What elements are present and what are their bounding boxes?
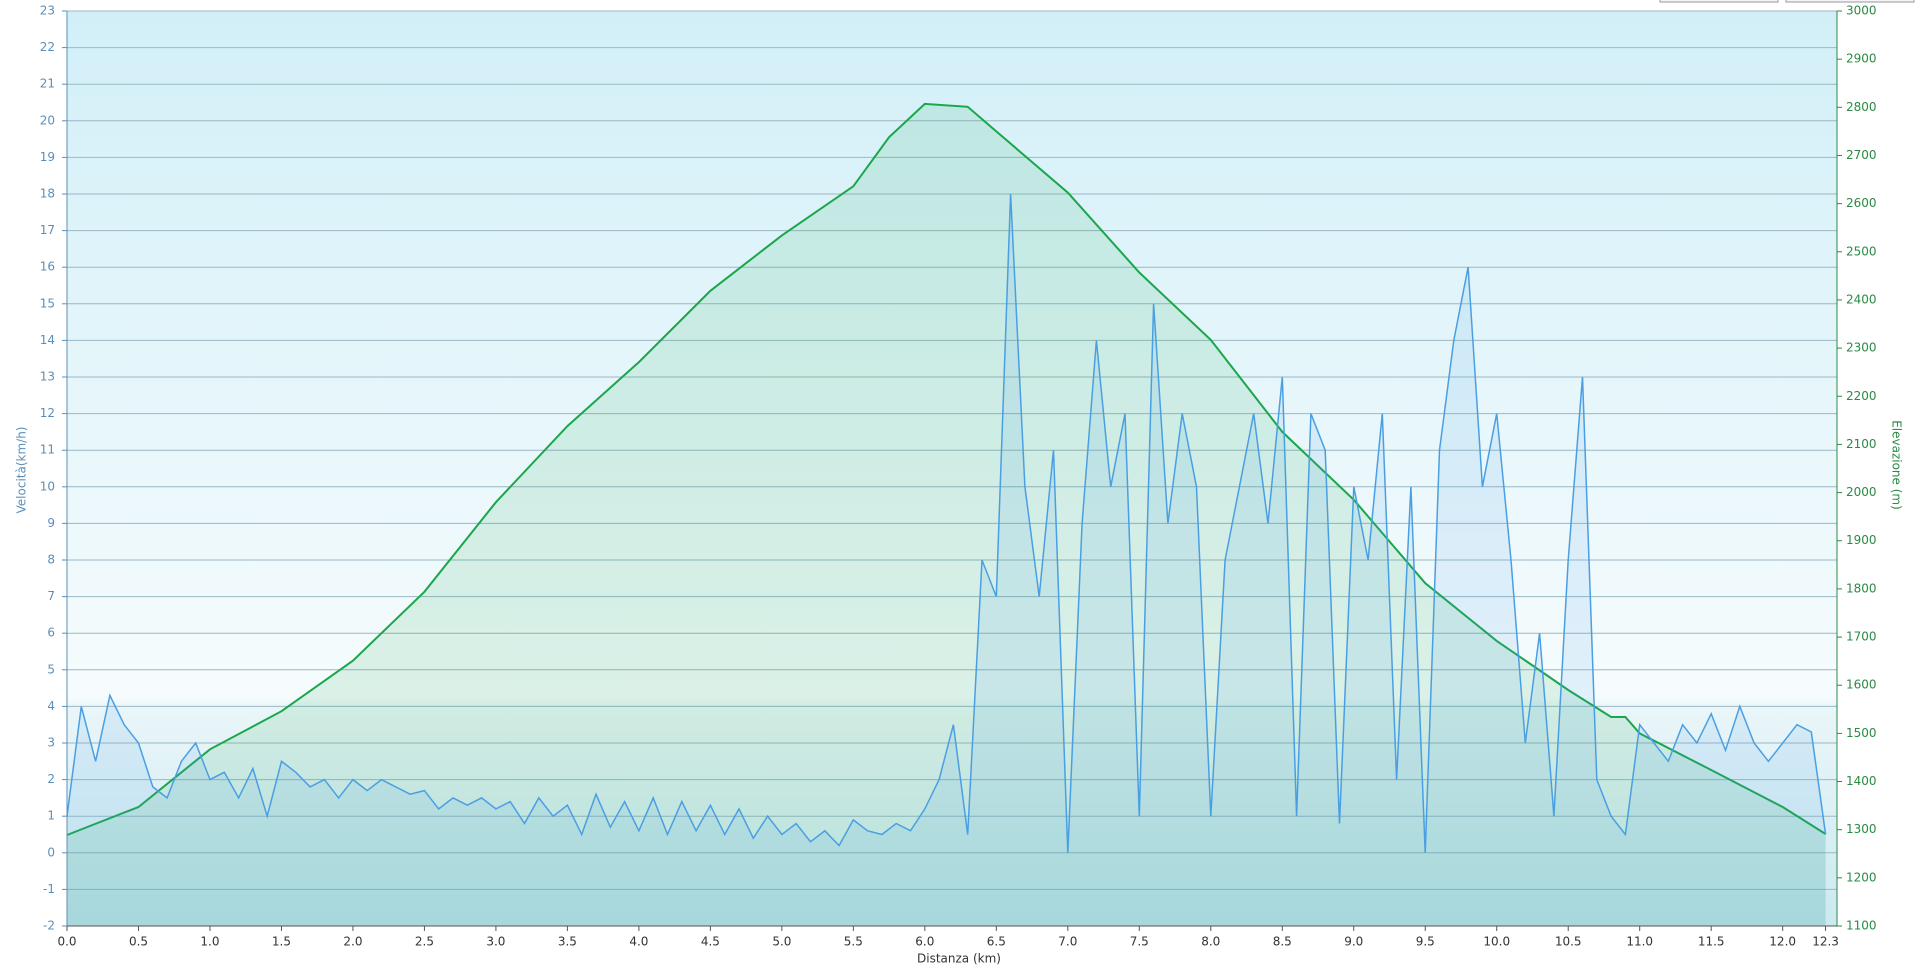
x-tick-label: 2.5	[415, 935, 434, 949]
y2-tick-label: 1100	[1846, 919, 1877, 933]
y-tick-label: 2	[47, 772, 55, 786]
area	[67, 194, 1826, 926]
area	[67, 103, 1826, 926]
y-tick-label: 13	[40, 370, 55, 384]
y-tick-label: 18	[40, 187, 55, 201]
y2-axis-label: Elevazione (m)	[1890, 420, 1904, 510]
y-tick-label: 10	[40, 479, 55, 493]
x-tick-label: 0.0	[57, 935, 76, 949]
x-tick-label: 9.5	[1416, 935, 1435, 949]
y-tick-label: 7	[47, 589, 55, 603]
x-tick-label: 3.5	[558, 935, 577, 949]
button[interactable]	[1785, 0, 1915, 3]
y2-tick-label: 1600	[1846, 678, 1877, 692]
x-tick-label: 6.5	[987, 935, 1006, 949]
x-tick-label: 11.0	[1626, 935, 1653, 949]
x-tick-label: 3.0	[486, 935, 505, 949]
x-tick-label: 8.0	[1201, 935, 1220, 949]
y2-tick-label: 2400	[1846, 292, 1877, 306]
y2-tick-label: 1300	[1846, 822, 1877, 836]
y2-tick-label: 2600	[1846, 196, 1877, 210]
y2-tick-label: 1700	[1846, 630, 1877, 644]
x-tick-label: 0.5	[129, 935, 148, 949]
x-tick-label: 2.0	[343, 935, 362, 949]
x-tick-label: 5.0	[772, 935, 791, 949]
y-tick-label: 19	[40, 150, 55, 164]
y2-tick-label: 1200	[1846, 870, 1877, 884]
x-tick-label: 7.5	[1130, 935, 1149, 949]
x-tick-label: 12.0	[1769, 935, 1796, 949]
y2-tick-label: 2100	[1846, 437, 1877, 451]
y-tick-label: 17	[40, 223, 55, 237]
x-tick-label: 6.0	[915, 935, 934, 949]
y-tick-label: 9	[47, 516, 55, 530]
x-tick-label: 12.3	[1812, 935, 1839, 949]
x-tick-label: 4.0	[629, 935, 648, 949]
y-tick-label: 16	[40, 260, 55, 274]
y2-tick-label: 1900	[1846, 533, 1877, 547]
y2-tick-label: 3000	[1846, 4, 1877, 18]
y2-tick-label: 1800	[1846, 581, 1877, 595]
button[interactable]	[1659, 0, 1779, 3]
x-tick-label: 8.5	[1273, 935, 1292, 949]
y-tick-label: 1	[47, 809, 55, 823]
y-tick-label: 8	[47, 553, 55, 567]
series-line	[66, 193, 1827, 853]
plot-area	[67, 11, 1837, 926]
series-line	[66, 102, 1827, 836]
y2-tick-label: 2700	[1846, 148, 1877, 162]
x-tick-label: 9.0	[1344, 935, 1363, 949]
y-tick-label: 15	[40, 296, 55, 310]
x-tick-label: 10.0	[1483, 935, 1510, 949]
x-tick-label: 7.0	[1058, 935, 1077, 949]
y-tick-label: 4	[47, 699, 55, 713]
y2-tick-label: 2000	[1846, 485, 1877, 499]
y-tick-label: 12	[40, 406, 55, 420]
y-tick-label: 5	[47, 662, 55, 676]
y-tick-label: 0	[47, 845, 55, 859]
y-tick-label: 14	[40, 333, 55, 347]
x-tick-label: 11.5	[1698, 935, 1725, 949]
y-tick-label: 3	[47, 736, 55, 750]
y2-tick-label: 1400	[1846, 774, 1877, 788]
y-tick-label: 20	[40, 113, 55, 127]
y-tick-label: -1	[43, 882, 55, 896]
y2-tick-label: 2300	[1846, 341, 1877, 355]
y-axis-label: Velocità(km/h)	[15, 427, 29, 514]
y-tick-label: 22	[40, 40, 55, 54]
x-axis-label: Distanza (km)	[917, 952, 1001, 966]
y2-tick-label: 1500	[1846, 726, 1877, 740]
y2-tick-label: 2800	[1846, 100, 1877, 114]
y2-tick-label: 2200	[1846, 389, 1877, 403]
x-tick-label: 5.5	[844, 935, 863, 949]
x-tick-label: 4.5	[701, 935, 720, 949]
y2-tick-label: 2900	[1846, 52, 1877, 66]
x-tick-label: 1.5	[272, 935, 291, 949]
x-tick-label: 10.5	[1555, 935, 1582, 949]
y-tick-label: 21	[40, 77, 55, 91]
y2-tick-label: 2500	[1846, 244, 1877, 258]
y-tick-label: 23	[40, 4, 55, 18]
y-tick-label: 11	[40, 443, 55, 457]
y-tick-label: -2	[43, 919, 55, 933]
x-tick-label: 1.0	[200, 935, 219, 949]
y-tick-label: 6	[47, 626, 55, 640]
